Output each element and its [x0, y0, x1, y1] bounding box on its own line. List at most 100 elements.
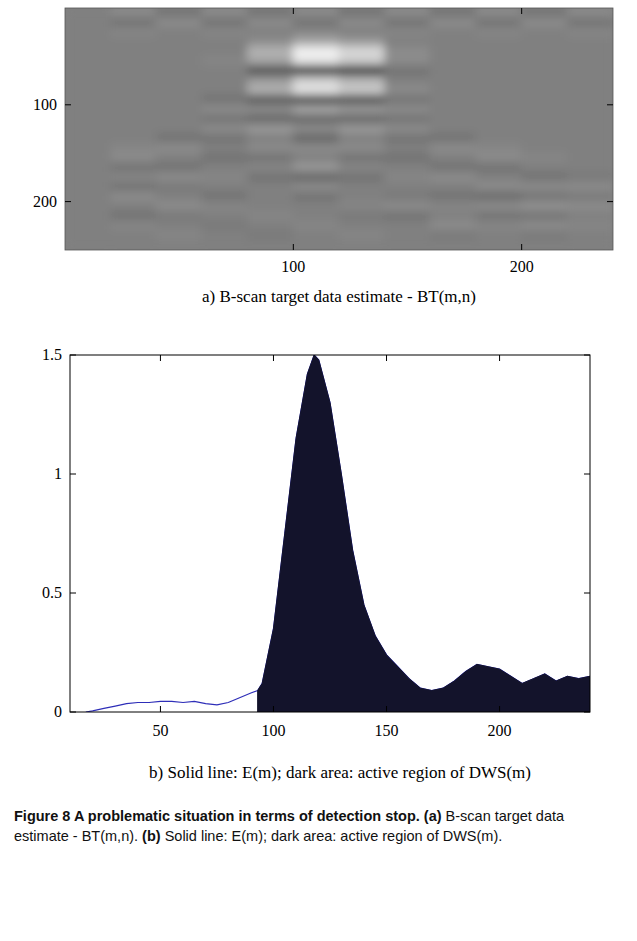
cell: [156, 75, 203, 86]
cell: [339, 17, 386, 28]
panel-b: 5010015020000.511.5b) Solid line: E(m); …: [42, 346, 590, 782]
cell: [339, 162, 386, 173]
cell: [202, 211, 249, 222]
cell: [65, 114, 111, 125]
cell: [110, 66, 157, 77]
y-tick-label: 0: [54, 703, 62, 720]
cell: [476, 56, 523, 67]
cell: [339, 133, 386, 144]
x-tick-top: [521, 8, 522, 14]
panel-caption: b) Solid line: E(m); dark area: active r…: [149, 763, 531, 782]
cell: [65, 124, 111, 135]
frame: [65, 8, 613, 250]
cell: [156, 211, 203, 222]
cell: [521, 124, 568, 135]
figure: 100200100200a) B-scan target data estima…: [0, 0, 637, 941]
cell: [384, 124, 431, 135]
cell: [202, 124, 249, 135]
cell: [521, 95, 568, 106]
cell: [476, 211, 523, 222]
cell: [567, 46, 613, 57]
cell: [110, 114, 157, 125]
cell: [339, 85, 386, 96]
cell: [110, 95, 157, 106]
cell: [476, 95, 523, 106]
cell: [293, 191, 340, 202]
cell: [476, 240, 523, 250]
cell: [339, 230, 386, 241]
cell: [293, 75, 340, 86]
x-tick-top: [499, 355, 500, 361]
cell: [293, 104, 340, 115]
cell: [384, 75, 431, 86]
cell: [384, 211, 431, 222]
cell: [384, 37, 431, 48]
cell: [202, 104, 249, 115]
cell: [293, 17, 340, 28]
cell: [521, 172, 568, 183]
cell: [247, 182, 294, 193]
cell: [567, 37, 613, 48]
plot-background: [65, 8, 613, 250]
cell: [430, 17, 477, 28]
x-tick-label: 100: [281, 258, 305, 275]
cell: [202, 8, 249, 18]
cell: [110, 162, 157, 173]
cell: [65, 8, 111, 18]
cell: [65, 172, 111, 183]
cell: [156, 8, 203, 18]
cell: [384, 27, 431, 38]
cell: [430, 114, 477, 125]
cell: [339, 66, 386, 77]
cell: [430, 104, 477, 115]
cell: [293, 162, 340, 173]
cell: [156, 201, 203, 212]
cell: [65, 66, 111, 77]
frame: [70, 355, 590, 712]
cell: [110, 191, 157, 202]
cell: [430, 8, 477, 18]
cell: [65, 211, 111, 222]
cell: [339, 56, 386, 67]
cell: [567, 162, 613, 173]
y-tick: [70, 712, 76, 713]
cell: [110, 37, 157, 48]
cell: [476, 133, 523, 144]
cell: [339, 124, 386, 135]
cell: [430, 211, 477, 222]
cell: [156, 240, 203, 250]
cell: [247, 114, 294, 125]
cell: [110, 27, 157, 38]
cell: [339, 75, 386, 86]
cell: [521, 133, 568, 144]
cell: [567, 17, 613, 28]
cell: [110, 85, 157, 96]
cell: [339, 114, 386, 125]
cell: [202, 230, 249, 241]
cell: [293, 220, 340, 231]
cell: [156, 104, 203, 115]
x-tick: [386, 706, 387, 712]
cell: [476, 17, 523, 28]
cell: [430, 27, 477, 38]
cell: [247, 211, 294, 222]
cell: [202, 95, 249, 106]
cell: [476, 66, 523, 77]
x-tick: [273, 706, 274, 712]
cell: [110, 133, 157, 144]
x-tick-top: [293, 8, 294, 14]
cell: [567, 85, 613, 96]
cell: [384, 172, 431, 183]
x-tick: [499, 706, 500, 712]
cell: [65, 230, 111, 241]
panel-a: 100200100200a) B-scan target data estima…: [33, 8, 614, 307]
cell: [293, 37, 340, 48]
cell: [567, 201, 613, 212]
cell: [247, 56, 294, 67]
caption-panel-label: (b): [142, 828, 161, 844]
cell: [521, 66, 568, 77]
cell: [156, 27, 203, 38]
cell: [202, 75, 249, 86]
cell: [567, 75, 613, 86]
cell: [430, 220, 477, 231]
